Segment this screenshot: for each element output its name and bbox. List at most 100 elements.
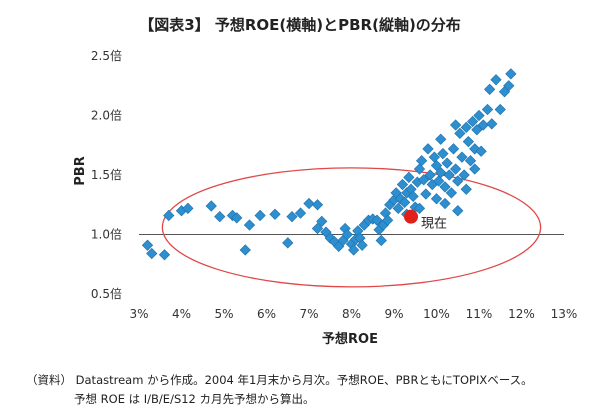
x-tick-label: 13% <box>551 307 578 321</box>
x-tick-label: 7% <box>299 307 318 321</box>
data-point <box>311 199 324 211</box>
data-point <box>399 196 411 208</box>
data-point <box>435 166 447 179</box>
data-point <box>439 181 451 193</box>
y-tick-labels: 0.5倍 1.0倍 1.5倍 2.0倍 2.5倍 <box>91 48 122 301</box>
data-point <box>294 207 307 219</box>
data-point <box>462 136 474 148</box>
data-point <box>141 239 154 251</box>
chart-title: 【図表3】 予想ROE(横軸)とPBR(縦軸)の分布 <box>139 16 461 34</box>
source-note-line-1: （資料） Datastream から作成。2004 年1月末から月次。予想ROE… <box>26 373 533 387</box>
data-point <box>205 200 217 212</box>
data-point <box>452 175 464 187</box>
highlight-layer: 現在 <box>404 209 447 232</box>
data-point <box>441 157 453 169</box>
data-point <box>214 211 226 223</box>
data-point <box>450 163 462 175</box>
data-point <box>146 247 158 260</box>
x-tick-label: 3% <box>129 307 148 321</box>
data-point <box>460 121 472 134</box>
data-point <box>396 178 409 191</box>
data-point <box>375 234 387 247</box>
data-point <box>469 163 481 175</box>
data-point <box>424 169 436 181</box>
data-point <box>452 205 464 217</box>
data-point <box>430 159 443 172</box>
data-point <box>475 145 487 157</box>
data-point <box>505 68 517 80</box>
data-point <box>243 219 256 231</box>
source-note-line-2: 予想 ROE は I/B/E/S12 カ月先予想から算出。 <box>74 392 315 406</box>
data-point <box>481 103 494 116</box>
data-point <box>447 143 460 155</box>
x-tick-label: 6% <box>257 307 276 321</box>
data-point <box>456 151 468 163</box>
data-point <box>163 209 175 222</box>
current-point-marker <box>404 209 418 224</box>
data-point <box>403 171 415 184</box>
data-point <box>437 147 449 160</box>
data-point <box>231 212 243 224</box>
x-tick-label: 5% <box>214 307 233 321</box>
data-point <box>464 155 477 167</box>
data-point <box>239 244 251 256</box>
data-point <box>254 209 266 222</box>
data-point <box>420 188 432 200</box>
data-point <box>458 169 470 181</box>
data-point <box>445 187 457 199</box>
current-point-label: 現在 <box>421 217 447 232</box>
data-point <box>311 222 324 235</box>
x-tick-label: 12% <box>508 307 535 321</box>
x-tick-label: 10% <box>423 307 450 321</box>
data-point <box>450 119 462 131</box>
data-point <box>494 103 506 116</box>
data-point <box>356 239 368 251</box>
data-point <box>392 202 404 214</box>
data-point <box>341 228 353 241</box>
y-tick-label: 2.5倍 <box>91 48 122 63</box>
ellipse-layer <box>161 167 542 288</box>
data-point <box>473 109 485 122</box>
x-tick-label: 8% <box>342 307 361 321</box>
y-tick-label: 0.5倍 <box>91 286 122 301</box>
data-point <box>158 249 171 261</box>
data-point <box>486 118 498 130</box>
data-point <box>460 183 472 195</box>
data-point <box>490 74 502 86</box>
data-point <box>433 175 445 187</box>
data-point <box>286 211 298 223</box>
data-point <box>371 214 383 226</box>
points-layer <box>141 68 517 261</box>
data-point <box>422 143 434 155</box>
data-point <box>182 202 194 214</box>
y-tick-label: 1.0倍 <box>91 227 122 242</box>
x-axis-label: 予想ROE <box>322 331 378 347</box>
data-point <box>467 115 479 128</box>
y-axis-label: PBR <box>73 156 88 185</box>
data-point <box>316 215 328 228</box>
data-point <box>484 83 496 95</box>
data-point <box>413 163 426 175</box>
data-point <box>430 193 443 205</box>
data-point <box>443 169 455 181</box>
data-point <box>348 244 360 256</box>
data-point <box>269 208 281 220</box>
data-point <box>418 174 430 186</box>
data-point <box>416 155 428 167</box>
y-tick-label: 1.5倍 <box>91 167 122 182</box>
x-tick-label: 9% <box>384 307 403 321</box>
data-point <box>382 214 394 226</box>
data-point <box>407 190 419 203</box>
data-point <box>413 202 426 214</box>
x-tick-labels: 3% 4% 5% 6% 7% 8% 9% 10% 11% 12% 13% <box>129 307 577 321</box>
y-tick-label: 2.0倍 <box>91 108 122 123</box>
data-point <box>503 80 515 92</box>
data-point <box>282 237 294 249</box>
data-point <box>435 133 447 145</box>
x-tick-label: 4% <box>172 307 191 321</box>
data-point <box>439 197 451 210</box>
data-point <box>454 127 466 139</box>
x-tick-label: 11% <box>466 307 493 321</box>
highlight-ellipse <box>161 167 542 288</box>
